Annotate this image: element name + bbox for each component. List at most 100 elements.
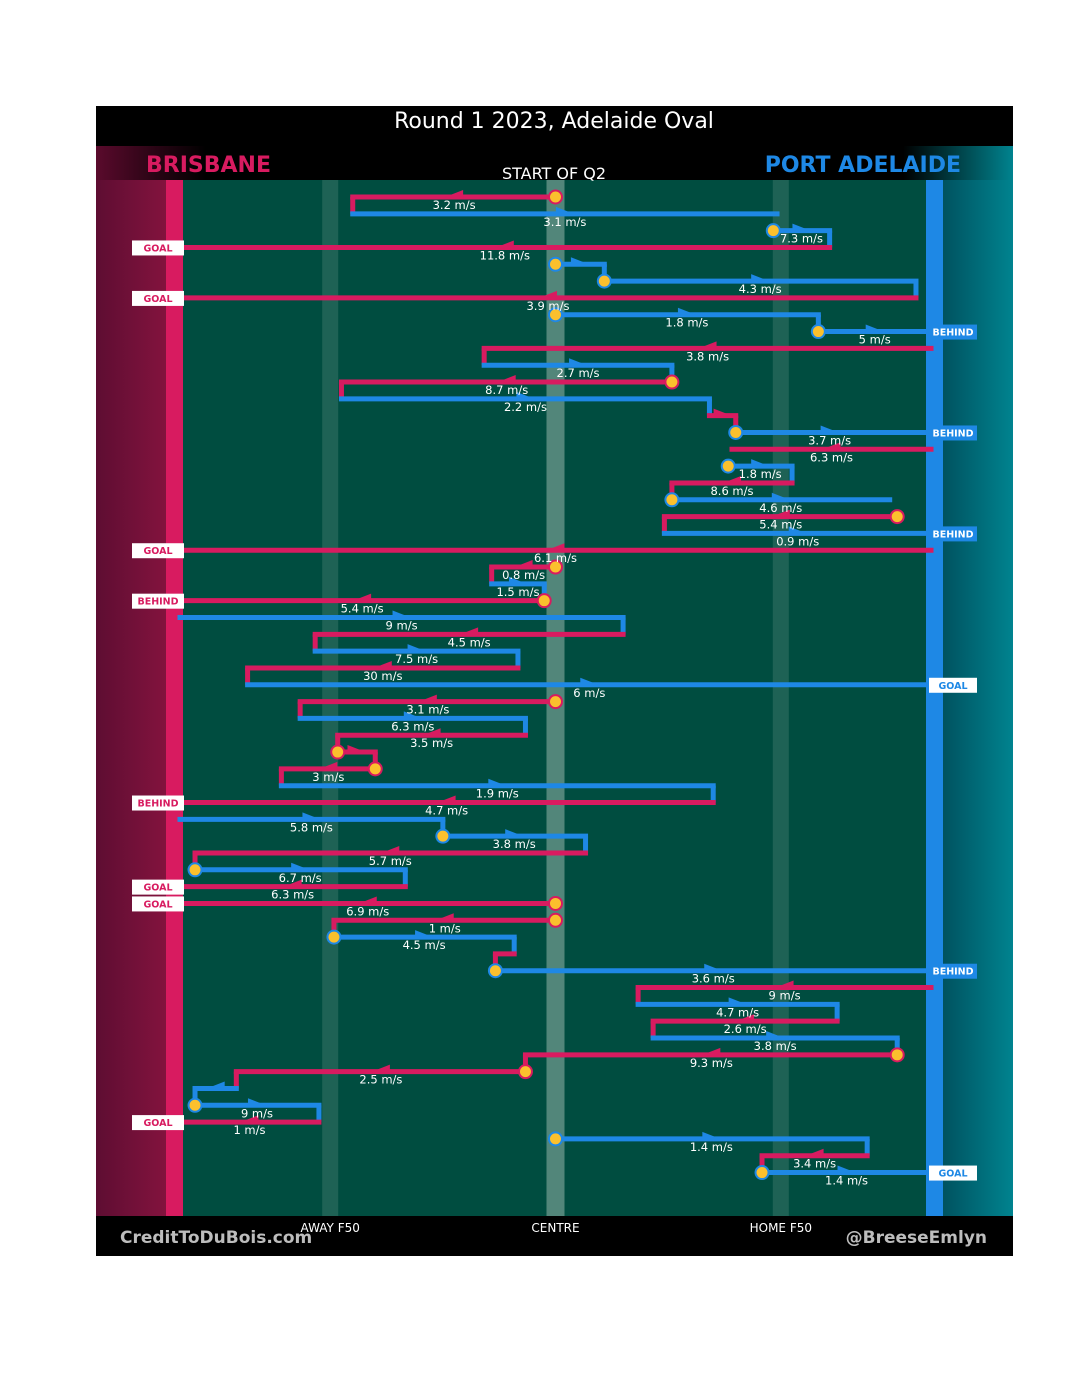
speed-label: 3.1 m/s — [406, 703, 449, 717]
speed-label: 4.5 m/s — [448, 635, 491, 649]
speed-label: 3.8 m/s — [754, 1039, 797, 1053]
result-label: BEHIND — [137, 799, 178, 810]
speed-label: 3.9 m/s — [526, 299, 569, 313]
direction-arrow — [495, 240, 514, 250]
direction-arrow — [751, 274, 770, 284]
stoppage-marker — [326, 929, 342, 945]
direction-arrow — [488, 778, 507, 788]
direction-arrow — [415, 930, 434, 940]
speed-label: 1.9 m/s — [476, 787, 519, 801]
direction-arrow — [704, 963, 723, 973]
stoppage-marker — [765, 223, 781, 239]
header: Round 1 2023, Adelaide Oval BRISBANE POR… — [146, 109, 961, 183]
direction-arrow — [698, 341, 717, 351]
direction-arrow — [347, 745, 366, 755]
speed-label: 30 m/s — [363, 669, 402, 683]
speed-label: 0.9 m/s — [776, 534, 819, 548]
brisbane-goal-line — [166, 180, 183, 1216]
direction-arrow — [516, 391, 535, 401]
stoppage-marker — [596, 273, 612, 289]
x-tick-label: AWAY F50 — [301, 1221, 360, 1235]
speed-label: 5.7 m/s — [369, 854, 412, 868]
direction-arrow — [775, 980, 794, 990]
speed-label: 7.5 m/s — [395, 652, 438, 666]
stoppage-marker — [536, 593, 552, 609]
speed-label: 1 m/s — [429, 921, 461, 935]
direction-arrow — [865, 324, 884, 334]
direction-arrow — [702, 1047, 721, 1057]
speed-label: 6 m/s — [573, 686, 605, 700]
direction-arrow — [751, 459, 770, 469]
direction-arrow — [407, 644, 426, 654]
credit-right: @BreeseEmlyn — [846, 1228, 987, 1248]
result-badge — [132, 240, 184, 256]
speed-label: 9 m/s — [241, 1106, 273, 1120]
speed-label: 3.5 m/s — [410, 736, 453, 750]
speed-label: 6.3 m/s — [391, 719, 434, 733]
speed-label: 3.6 m/s — [692, 972, 735, 986]
speed-label: 3.4 m/s — [793, 1157, 836, 1171]
result-label: GOAL — [938, 1169, 967, 1180]
result-label: GOAL — [143, 1118, 172, 1129]
speed-label: 1.4 m/s — [690, 1140, 733, 1154]
speed-label: 4.5 m/s — [403, 938, 446, 952]
stoppage-marker — [810, 324, 826, 340]
result-label: BEHIND — [932, 967, 973, 978]
direction-arrow — [805, 1148, 824, 1158]
stoppage-marker — [728, 424, 744, 440]
direction-arrow — [283, 879, 302, 889]
stoppage-marker — [548, 256, 563, 272]
result-badge — [929, 425, 977, 441]
result-label: BEHIND — [932, 428, 973, 439]
speed-label: 3.7 m/s — [808, 433, 851, 447]
stoppage-marker — [548, 912, 563, 928]
direction-arrow — [792, 223, 811, 233]
speed-label: 0.8 m/s — [502, 568, 545, 582]
chart-svg: 3.2 m/s 3.1 m/s 7.3 m/s 11.8 m/s 4.3 m/s 3.9 … — [96, 106, 1013, 1256]
title-bar — [96, 106, 1013, 146]
team-right-name: PORT ADELAIDE — [765, 153, 961, 178]
speed-label: 4.3 m/s — [739, 282, 782, 296]
speed-label: 9 m/s — [386, 619, 418, 633]
stoppage-marker — [548, 307, 563, 323]
footer-bar — [96, 1216, 1013, 1256]
direction-arrow — [837, 1165, 856, 1175]
speed-labels: 3.2 m/s 3.1 m/s 7.3 m/s 11.8 m/s 4.3 m/s 3.9 … — [233, 198, 890, 1188]
result-badge — [132, 896, 184, 912]
stoppage-marker — [367, 761, 383, 777]
speed-label: 8.7 m/s — [485, 383, 528, 397]
stoppage-marker — [664, 374, 680, 390]
result-badge — [929, 324, 977, 340]
direction-arrow — [736, 1014, 755, 1024]
direction-arrow — [418, 694, 437, 704]
speed-label: 4.7 m/s — [425, 804, 468, 818]
result-badge — [929, 526, 977, 542]
result-label: BEHIND — [932, 529, 973, 540]
direction-arrow — [822, 442, 841, 452]
direction-arrow — [302, 812, 321, 822]
speed-label: 3 m/s — [312, 770, 344, 784]
speed-label: 6.3 m/s — [810, 450, 853, 464]
result-label: GOAL — [143, 883, 172, 894]
direction-arrow — [403, 711, 422, 721]
result-badge — [132, 879, 184, 895]
stoppage-marker — [435, 828, 451, 844]
speed-label: 3.1 m/s — [543, 215, 586, 229]
result-badge — [132, 593, 184, 609]
speed-label: 1.8 m/s — [739, 467, 782, 481]
result-badge — [929, 1165, 977, 1181]
result-label: GOAL — [143, 546, 172, 557]
stoppage-marker — [548, 559, 563, 575]
result-label: GOAL — [143, 294, 172, 305]
stoppage-marker — [664, 492, 680, 508]
speed-label: 5.8 m/s — [290, 820, 333, 834]
field-band-away-f50 — [322, 180, 339, 1216]
direction-arrow — [358, 896, 377, 906]
field-band-home-f50 — [772, 180, 789, 1216]
direction-arrow — [771, 509, 790, 519]
stoppage-marker — [889, 1047, 905, 1063]
stoppage-marker — [487, 963, 503, 979]
credit-left: CreditToDuBois.com — [120, 1228, 312, 1248]
direction-arrow — [508, 576, 527, 586]
direction-arrow — [728, 997, 747, 1007]
